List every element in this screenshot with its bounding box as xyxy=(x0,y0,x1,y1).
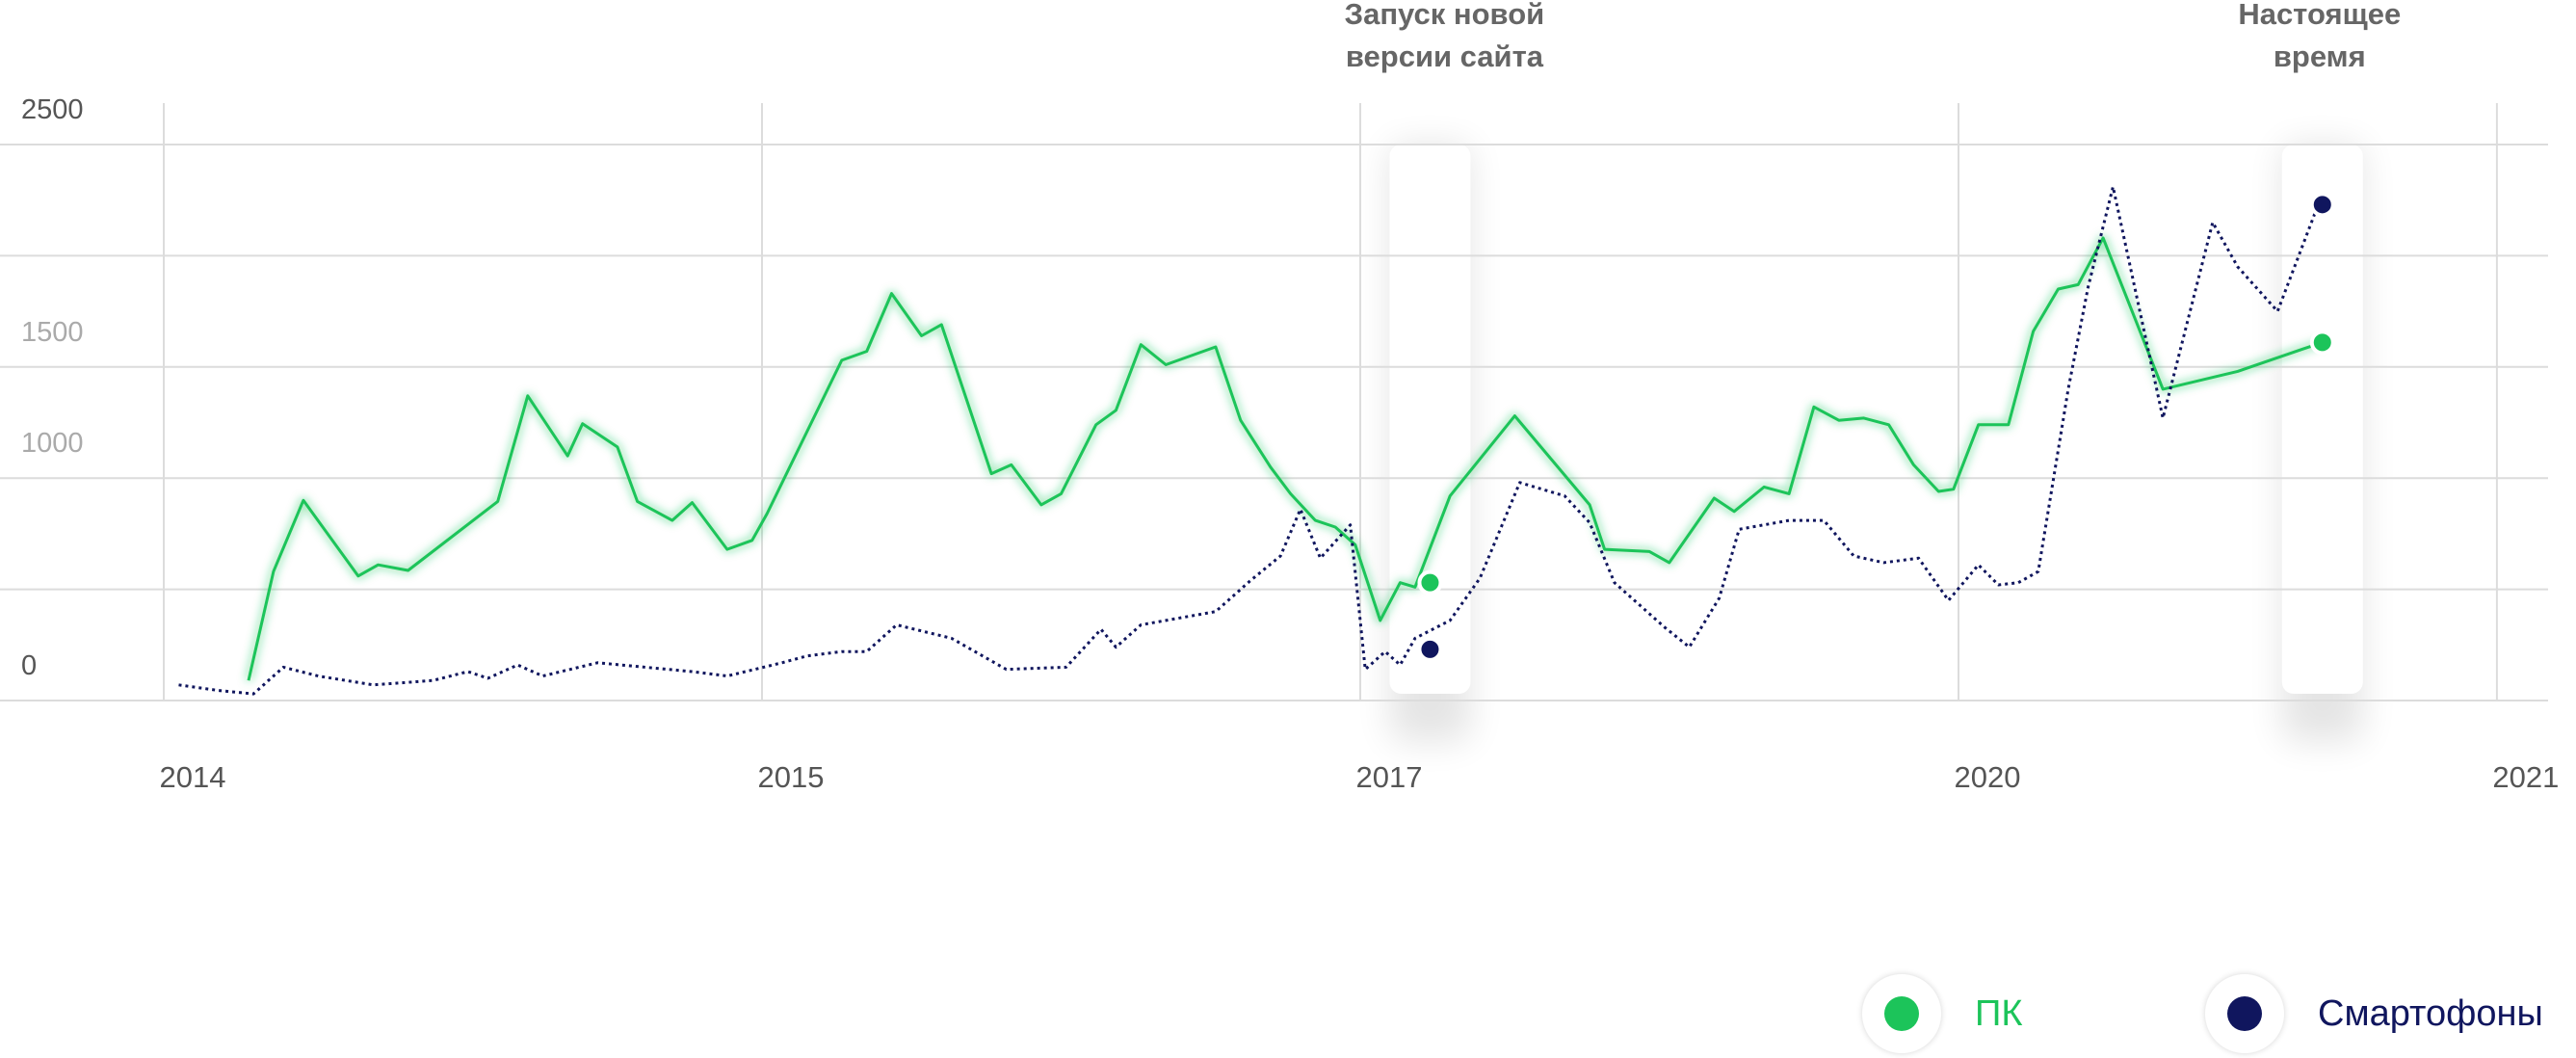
smartphones-legend-label: Смартофоны xyxy=(2318,992,2543,1034)
highlight-band xyxy=(2281,145,2363,694)
pc-legend-ring xyxy=(1861,973,1942,1054)
y-tick-label: 0 xyxy=(21,650,37,681)
smartphones-legend-dot-icon xyxy=(2227,996,2262,1031)
x-tick-label: 2020 xyxy=(1955,760,2021,794)
annotation-label: Запуск новой версии сайта xyxy=(1345,0,1545,73)
smartphones-legend-ring xyxy=(2204,973,2285,1054)
legend-item-smartphones[interactable]: Смартофоны xyxy=(2204,973,2543,1054)
data-point-marker[interactable] xyxy=(2309,192,2335,218)
pc-series-line xyxy=(247,236,2324,681)
data-point-marker[interactable] xyxy=(2309,330,2335,356)
data-point-marker[interactable] xyxy=(1417,636,1443,662)
y-tick-label: 2500 xyxy=(21,94,84,125)
legend-item-pc[interactable]: ПК xyxy=(1861,973,2022,1054)
pc-legend-label: ПК xyxy=(1975,992,2023,1034)
smartphones-series-line xyxy=(178,185,2325,696)
x-tick-label: 2017 xyxy=(1356,760,1423,794)
x-tick-label: 2014 xyxy=(160,760,226,794)
data-point-marker[interactable] xyxy=(1417,569,1443,595)
y-tick-label: 1500 xyxy=(21,317,84,348)
x-tick-label: 2015 xyxy=(758,760,825,794)
annotation-label: Настоящее время xyxy=(2238,0,2401,73)
y-tick-label: 1000 xyxy=(21,428,84,459)
highlight-band xyxy=(1389,145,1471,694)
pc-legend-dot-icon xyxy=(1884,996,1919,1031)
x-tick-label: 2021 xyxy=(2492,760,2559,794)
